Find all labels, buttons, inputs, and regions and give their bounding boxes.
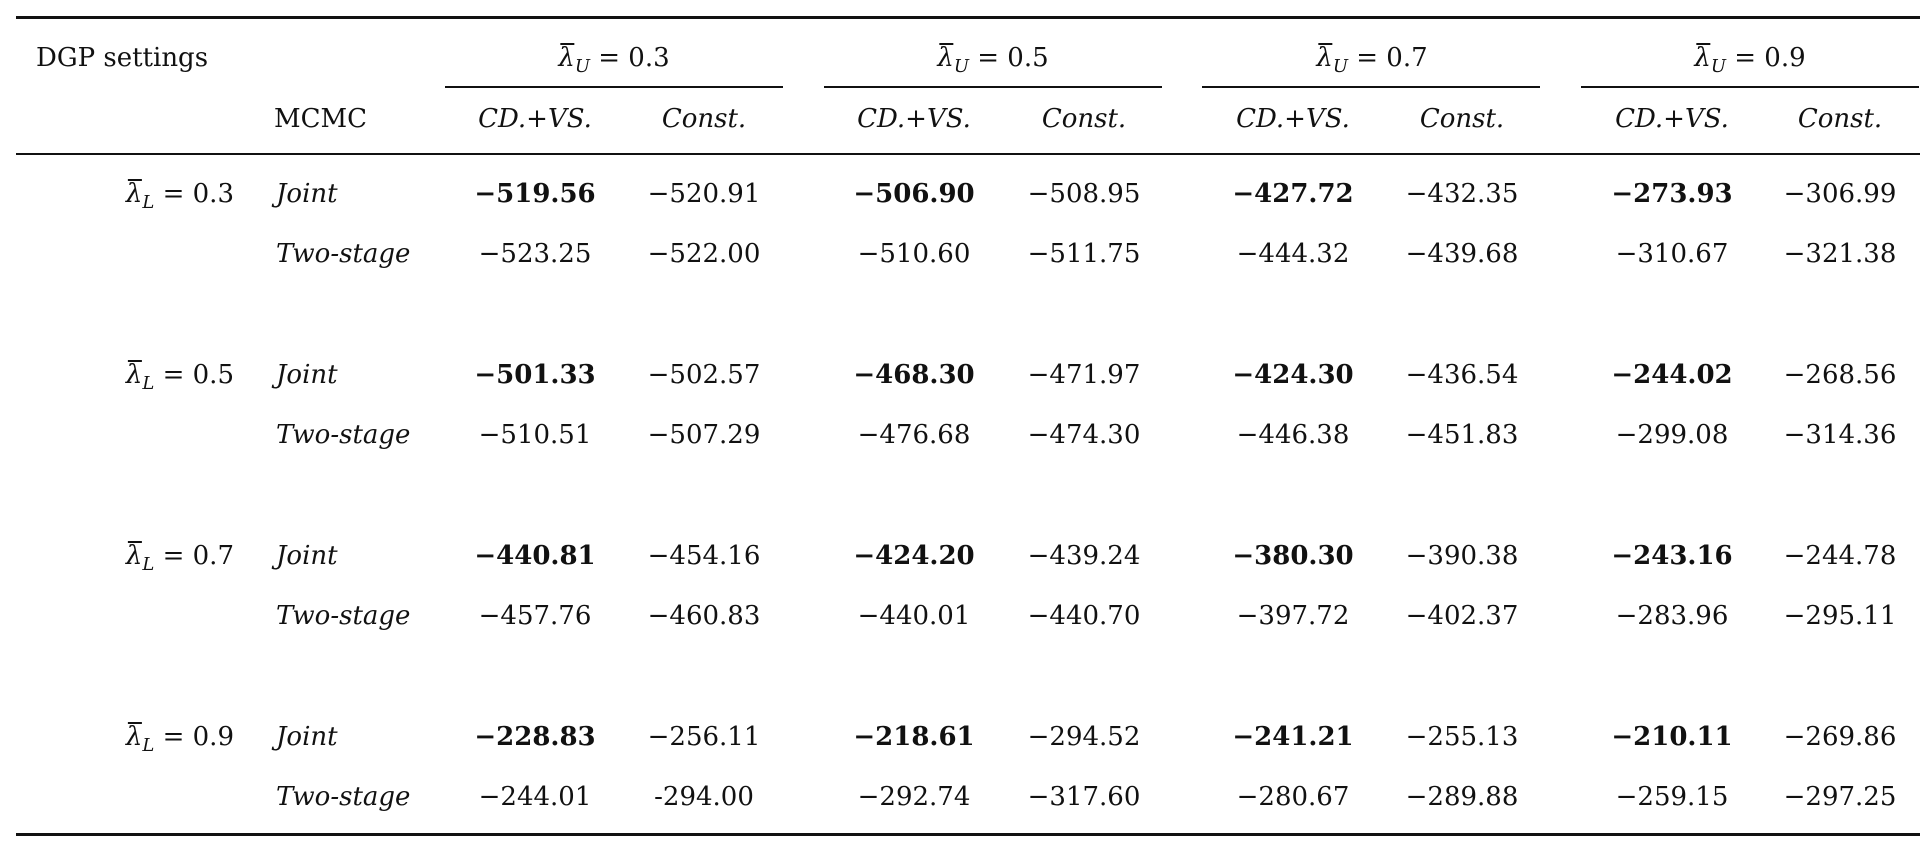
table-cell: −289.88 xyxy=(1405,782,1519,812)
table-cell: −471.97 xyxy=(1027,360,1141,390)
bottom-rule xyxy=(16,833,1920,836)
subcolumn-header: Const. xyxy=(1419,104,1505,134)
subcolumn-header: Const. xyxy=(661,104,747,134)
table-cell: −476.68 xyxy=(857,420,971,450)
table-cell: −510.51 xyxy=(478,420,592,450)
table-cell: −519.56 xyxy=(474,179,596,209)
table-cell: −506.90 xyxy=(853,179,975,209)
table-cell: −321.38 xyxy=(1783,239,1897,269)
table-cell: −451.83 xyxy=(1405,420,1519,450)
table-cell: −501.33 xyxy=(474,360,596,390)
group-header-lambda-u: λU = 0.7 xyxy=(1316,38,1428,78)
group-underline xyxy=(824,86,1162,88)
table-cell: −255.13 xyxy=(1405,722,1519,752)
group-header-lambda-u: λU = 0.9 xyxy=(1694,38,1806,78)
mcmc-method-label: Two-stage xyxy=(276,782,411,812)
table-cell: −436.54 xyxy=(1405,360,1519,390)
table-cell: −502.57 xyxy=(647,360,761,390)
group-header-lambda-u: λU = 0.5 xyxy=(937,38,1049,78)
table-cell: −268.56 xyxy=(1783,360,1897,390)
subcolumn-header: CD.+VS. xyxy=(478,104,592,134)
table-cell: −523.25 xyxy=(478,239,592,269)
mcmc-method-label: Two-stage xyxy=(276,601,411,631)
table-cell: −241.21 xyxy=(1232,722,1354,752)
dgp-setting-label: λL = 0.5 xyxy=(126,355,234,395)
table-cell: −295.11 xyxy=(1783,601,1897,631)
table-cell: −424.20 xyxy=(853,541,975,571)
subcolumn-header: Const. xyxy=(1797,104,1883,134)
table-cell: −314.36 xyxy=(1783,420,1897,450)
table-cell: −457.76 xyxy=(478,601,592,631)
table-cell: −244.78 xyxy=(1783,541,1897,571)
table-cell: −402.37 xyxy=(1405,601,1519,631)
table-cell: −269.86 xyxy=(1783,722,1897,752)
table-cell: −397.72 xyxy=(1236,601,1350,631)
table-cell: −244.01 xyxy=(478,782,592,812)
table-cell: −292.74 xyxy=(857,782,971,812)
table-cell: −424.30 xyxy=(1232,360,1354,390)
dgp-setting-label: λL = 0.3 xyxy=(126,174,234,214)
table-cell: −439.68 xyxy=(1405,239,1519,269)
table-cell: -294.00 xyxy=(654,782,754,812)
mcmc-header: MCMC xyxy=(274,104,368,134)
table-cell: −474.30 xyxy=(1027,420,1141,450)
dgp-setting-label: λL = 0.9 xyxy=(126,717,234,757)
mcmc-method-label: Joint xyxy=(276,179,338,209)
table-cell: −440.01 xyxy=(857,601,971,631)
table-cell: −522.00 xyxy=(647,239,761,269)
group-underline xyxy=(445,86,783,88)
table-cell: −446.38 xyxy=(1236,420,1350,450)
table-cell: −507.29 xyxy=(647,420,761,450)
table-cell: −244.02 xyxy=(1611,360,1733,390)
subcolumn-header: CD.+VS. xyxy=(1615,104,1729,134)
mcmc-method-label: Two-stage xyxy=(276,239,411,269)
table-cell: −511.75 xyxy=(1027,239,1141,269)
top-rule xyxy=(16,16,1920,19)
table-cell: −299.08 xyxy=(1615,420,1729,450)
subcolumn-header: CD.+VS. xyxy=(1236,104,1350,134)
dgp-setting-label: λL = 0.7 xyxy=(126,536,234,576)
table-cell: −256.11 xyxy=(647,722,761,752)
table-cell: −297.25 xyxy=(1783,782,1897,812)
table-cell: −520.91 xyxy=(647,179,761,209)
table-cell: −273.93 xyxy=(1611,179,1733,209)
table-cell: −460.83 xyxy=(647,601,761,631)
table-cell: −317.60 xyxy=(1027,782,1141,812)
table-cell: −280.67 xyxy=(1236,782,1350,812)
header-rule xyxy=(16,153,1920,155)
table-cell: −380.30 xyxy=(1232,541,1354,571)
table-cell: −439.24 xyxy=(1027,541,1141,571)
mcmc-method-label: Two-stage xyxy=(276,420,411,450)
table-cell: −294.52 xyxy=(1027,722,1141,752)
table-cell: −440.70 xyxy=(1027,601,1141,631)
table-cell: −444.32 xyxy=(1236,239,1350,269)
table-cell: −508.95 xyxy=(1027,179,1141,209)
table-cell: −440.81 xyxy=(474,541,596,571)
table-cell: −454.16 xyxy=(647,541,761,571)
group-underline xyxy=(1202,86,1540,88)
table-cell: −427.72 xyxy=(1232,179,1354,209)
group-header-lambda-u: λU = 0.3 xyxy=(558,38,670,78)
table-cell: −228.83 xyxy=(474,722,596,752)
table-cell: −283.96 xyxy=(1615,601,1729,631)
table-cell: −310.67 xyxy=(1615,239,1729,269)
subcolumn-header: Const. xyxy=(1041,104,1127,134)
table-cell: −210.11 xyxy=(1611,722,1733,752)
group-underline xyxy=(1581,86,1919,88)
mcmc-method-label: Joint xyxy=(276,360,338,390)
table-cell: −510.60 xyxy=(857,239,971,269)
mcmc-method-label: Joint xyxy=(276,722,338,752)
table-cell: −259.15 xyxy=(1615,782,1729,812)
table-cell: −218.61 xyxy=(853,722,975,752)
table-cell: −468.30 xyxy=(853,360,975,390)
table-cell: −306.99 xyxy=(1783,179,1897,209)
mcmc-method-label: Joint xyxy=(276,541,338,571)
table-cell: −243.16 xyxy=(1611,541,1733,571)
subcolumn-header: CD.+VS. xyxy=(857,104,971,134)
table-cell: −432.35 xyxy=(1405,179,1519,209)
table-cell: −390.38 xyxy=(1405,541,1519,571)
dgp-settings-header: DGP settings xyxy=(36,43,209,73)
